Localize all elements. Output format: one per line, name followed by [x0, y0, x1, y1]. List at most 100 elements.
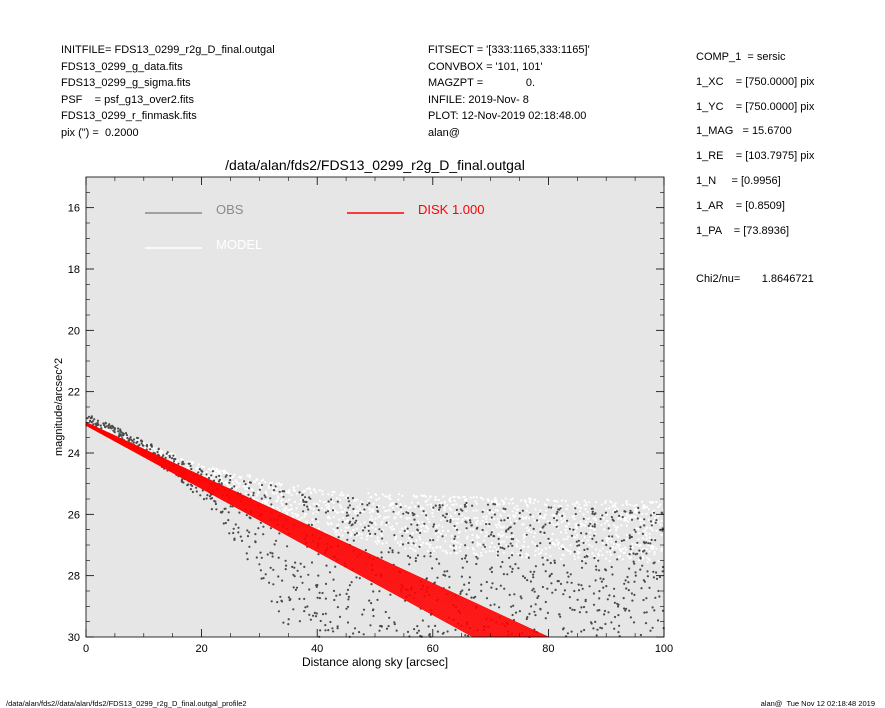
data-point [117, 430, 120, 433]
data-point [511, 510, 514, 513]
data-point [362, 608, 366, 611]
data-point [606, 520, 609, 523]
data-point [431, 567, 434, 570]
data-point [484, 543, 487, 546]
data-point [634, 571, 637, 574]
data-point [211, 470, 214, 473]
data-point [521, 509, 525, 512]
data-point [366, 503, 369, 507]
data-point [295, 507, 298, 510]
data-point [471, 546, 474, 550]
data-point [412, 514, 415, 517]
header-left-info: INITFILE= FDS13_0299_r2g_D_final.outgal F… [61, 42, 275, 141]
data-point [381, 520, 384, 523]
header-line: INITFILE= FDS13_0299_r2g_D_final.outgal [61, 44, 275, 56]
data-point [296, 492, 299, 495]
data-point [598, 569, 601, 572]
data-point [225, 474, 228, 477]
data-point [561, 514, 564, 518]
data-point [442, 516, 445, 520]
data-point [657, 589, 660, 593]
x-tick-label: 100 [655, 643, 673, 655]
data-point [525, 515, 528, 518]
data-point [197, 463, 200, 466]
data-point [548, 546, 551, 549]
data-point [584, 562, 587, 565]
data-point [661, 565, 665, 569]
data-point [469, 521, 472, 524]
data-point [607, 535, 611, 538]
data-point [464, 529, 467, 532]
data-point [499, 546, 502, 549]
data-point [364, 506, 367, 509]
data-point [441, 525, 444, 528]
data-point [610, 565, 613, 569]
data-point [411, 548, 414, 551]
data-point [555, 525, 558, 528]
data-point [353, 499, 356, 502]
data-point [304, 496, 307, 499]
data-point [233, 485, 236, 488]
data-point [491, 582, 494, 585]
data-point [181, 478, 184, 481]
data-point [628, 609, 631, 612]
param-line: 1_RE = [103.7975] pix [696, 150, 815, 163]
data-point [511, 497, 514, 500]
data-point [475, 516, 478, 520]
data-point [140, 442, 143, 445]
data-point [195, 486, 198, 489]
data-point [567, 575, 570, 578]
data-point [509, 498, 512, 501]
data-point [217, 480, 221, 483]
data-point [403, 529, 406, 533]
data-point [583, 556, 586, 559]
data-point [314, 518, 318, 521]
data-point [520, 597, 523, 600]
data-point [604, 499, 608, 502]
data-point [292, 573, 295, 576]
data-point [220, 479, 223, 482]
data-point [607, 611, 610, 614]
data-point [288, 498, 291, 501]
data-point [384, 610, 387, 614]
data-point [513, 593, 516, 596]
data-point [203, 471, 206, 474]
data-point [613, 595, 616, 598]
data-point [485, 515, 488, 518]
data-point [590, 507, 593, 510]
data-point [574, 530, 577, 533]
data-point [181, 460, 184, 463]
data-point [463, 516, 467, 519]
data-point [647, 544, 650, 547]
data-point [600, 627, 604, 630]
data-point [468, 588, 471, 591]
data-point [339, 493, 342, 497]
data-point [475, 523, 479, 526]
data-point [499, 524, 502, 528]
data-point [499, 544, 502, 547]
data-point [481, 528, 484, 532]
data-point [549, 574, 552, 577]
data-point [492, 502, 495, 506]
data-point [453, 499, 456, 502]
data-point [615, 510, 618, 513]
data-point [360, 536, 363, 540]
data-point [306, 487, 309, 491]
data-point [113, 431, 116, 434]
data-point [529, 524, 532, 527]
data-point [314, 615, 318, 618]
data-point [355, 527, 358, 530]
data-point [602, 516, 605, 520]
data-point [542, 563, 545, 566]
data-point [486, 503, 490, 506]
data-point [615, 533, 618, 536]
data-point [419, 538, 422, 541]
data-point [412, 542, 415, 545]
data-point [107, 426, 110, 429]
data-point [517, 567, 520, 570]
data-point [368, 502, 371, 505]
data-point [452, 495, 455, 498]
data-point [623, 582, 626, 585]
data-point [109, 425, 112, 428]
data-point [275, 499, 279, 503]
